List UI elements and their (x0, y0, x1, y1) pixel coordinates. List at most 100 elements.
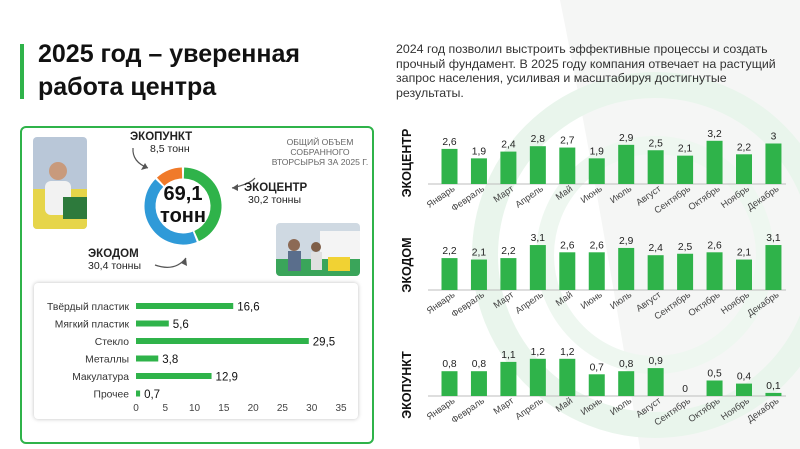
monthly-bar (706, 252, 723, 290)
monthly-month-label: Декабрь (745, 183, 781, 212)
monthly-bar (559, 252, 576, 290)
monthly-month-label: Май (554, 289, 575, 308)
hbar-value-label: 29,5 (313, 337, 335, 349)
monthly-value-label: 2,5 (678, 242, 693, 253)
monthly-bar (470, 158, 487, 184)
hbar-value-label: 3,8 (162, 354, 178, 366)
label-ecodom: ЭКОДОМ 30,4 тонны (88, 248, 141, 272)
monthly-bar (647, 150, 664, 184)
monthly-month-label: Июль (608, 289, 633, 311)
monthly-month-label: Июнь (579, 183, 604, 205)
monthly-bar (529, 146, 546, 184)
monthly-bar (647, 368, 664, 396)
hbar-tick-label: 0 (133, 403, 139, 414)
donut-total: 69,1 тонн (143, 183, 223, 227)
monthly-month-label: Октябрь (686, 395, 721, 424)
monthly-axis-title: ЭКОЦЕНТР (400, 129, 414, 198)
monthly-bar (647, 255, 664, 290)
monthly-bar (736, 154, 752, 184)
monthly-value-label: 2,6 (442, 137, 457, 148)
hbar-value-label: 12,9 (216, 372, 238, 384)
hbar-category-label: Металлы (85, 355, 129, 366)
hbar-bar (136, 373, 212, 379)
monthly-value-label: 2,7 (560, 136, 575, 147)
monthly-value-label: 0,4 (737, 372, 752, 383)
monthly-value-label: 0,8 (442, 359, 457, 370)
monthly-month-label: Июль (608, 183, 633, 205)
monthly-bar (765, 143, 782, 184)
donut-slice-3 (156, 167, 183, 186)
monthly-month-label: Апрель (513, 289, 545, 315)
monthly-value-label: 2,5 (648, 138, 663, 149)
monthly-month-label: Декабрь (745, 289, 781, 318)
title-accent-bar (20, 44, 24, 99)
monthly-bar (529, 245, 546, 290)
arrow-head-icon (141, 163, 148, 170)
hbar-value-label: 5,6 (173, 319, 189, 331)
monthly-value-label: 0 (682, 384, 688, 395)
monthly-value-label: 1,9 (590, 146, 605, 157)
monthly-month-label: Апрель (513, 395, 545, 421)
monthly-month-label: Февраль (449, 289, 486, 319)
monthly-month-label: Июнь (579, 395, 604, 417)
hbar-bar (136, 338, 309, 344)
label-ecocenter-value: 30,2 тонны (248, 194, 302, 206)
monthly-value-label: 1,2 (560, 347, 575, 358)
monthly-bar (470, 371, 487, 396)
monthly-value-label: 0,5 (707, 369, 722, 380)
hbar-bar (136, 390, 141, 397)
monthly-bar (588, 252, 605, 290)
label-ecocenter-name: ЭКОЦЕНТР (244, 182, 308, 194)
monthly-value-label: 2,6 (590, 240, 605, 251)
hbar-tick-label: 10 (189, 403, 201, 414)
monthly-bar (618, 144, 635, 184)
monthly-value-label: 2,8 (531, 134, 546, 145)
monthly-value-label: 2,2 (442, 246, 457, 257)
hbar-bar (136, 303, 234, 309)
monthly-value-label: 2,1 (737, 248, 752, 259)
hbar-category-label: Мягкий пластик (55, 320, 130, 331)
monthly-month-label: Октябрь (686, 183, 721, 212)
donut-total-unit: тонн (160, 205, 206, 227)
hbar-category-label: Твёрдый пластик (47, 302, 129, 313)
label-ecopunkt-name: ЭКОПУНКТ (130, 131, 193, 143)
monthly-month-label: Декабрь (745, 395, 781, 424)
arrow-head-icon (181, 258, 187, 266)
intro-text: 2024 год позволил выстроить эффективные … (396, 42, 776, 100)
monthly-bar (470, 259, 487, 290)
monthly-bar (706, 140, 723, 184)
monthly-value-label: 2,6 (560, 240, 575, 251)
monthly-value-label: 2,9 (619, 133, 634, 144)
hbar-tick-label: 20 (248, 403, 260, 414)
label-ecodom-name: ЭКОДОМ (88, 248, 139, 260)
hbar-tick-label: 25 (277, 403, 289, 414)
page-title: 2025 год – уверенная работа центра (38, 40, 300, 101)
monthly-value-label: 1,1 (501, 350, 516, 361)
arrow-head-icon (232, 184, 238, 191)
label-ecopunkt: ЭКОПУНКТ 8,5 тонн (130, 131, 192, 155)
photo-ecocenter (276, 223, 360, 276)
monthly-value-label: 2,4 (501, 140, 516, 151)
monthly-value-label: 0,1 (766, 381, 781, 392)
monthly-bar (441, 148, 458, 184)
donut-slice-1 (183, 167, 222, 242)
monthly-bar (765, 392, 782, 396)
monthly-month-label: Июль (608, 395, 633, 417)
monthly-month-label: Февраль (449, 395, 486, 425)
label-ecodom-value: 30,4 тонны (88, 260, 142, 272)
monthly-value-label: 2,6 (707, 240, 722, 251)
monthly-bar (529, 358, 546, 396)
donut-total-value: 69,1 (163, 183, 203, 205)
hbar-tick-label: 5 (163, 403, 169, 414)
monthly-value-label: 2,1 (472, 248, 487, 259)
monthly-value-label: 2,1 (678, 144, 693, 155)
monthly-bar (765, 245, 782, 290)
monthly-value-label: 1,2 (531, 347, 546, 358)
monthly-value-label: 0,8 (619, 359, 634, 370)
donut-slice-2 (144, 179, 197, 245)
monthly-value-label: 2,9 (619, 236, 634, 247)
monthly-bar (500, 151, 517, 184)
hbar-tick-label: 15 (218, 403, 230, 414)
monthly-value-label: 0,9 (648, 356, 663, 367)
